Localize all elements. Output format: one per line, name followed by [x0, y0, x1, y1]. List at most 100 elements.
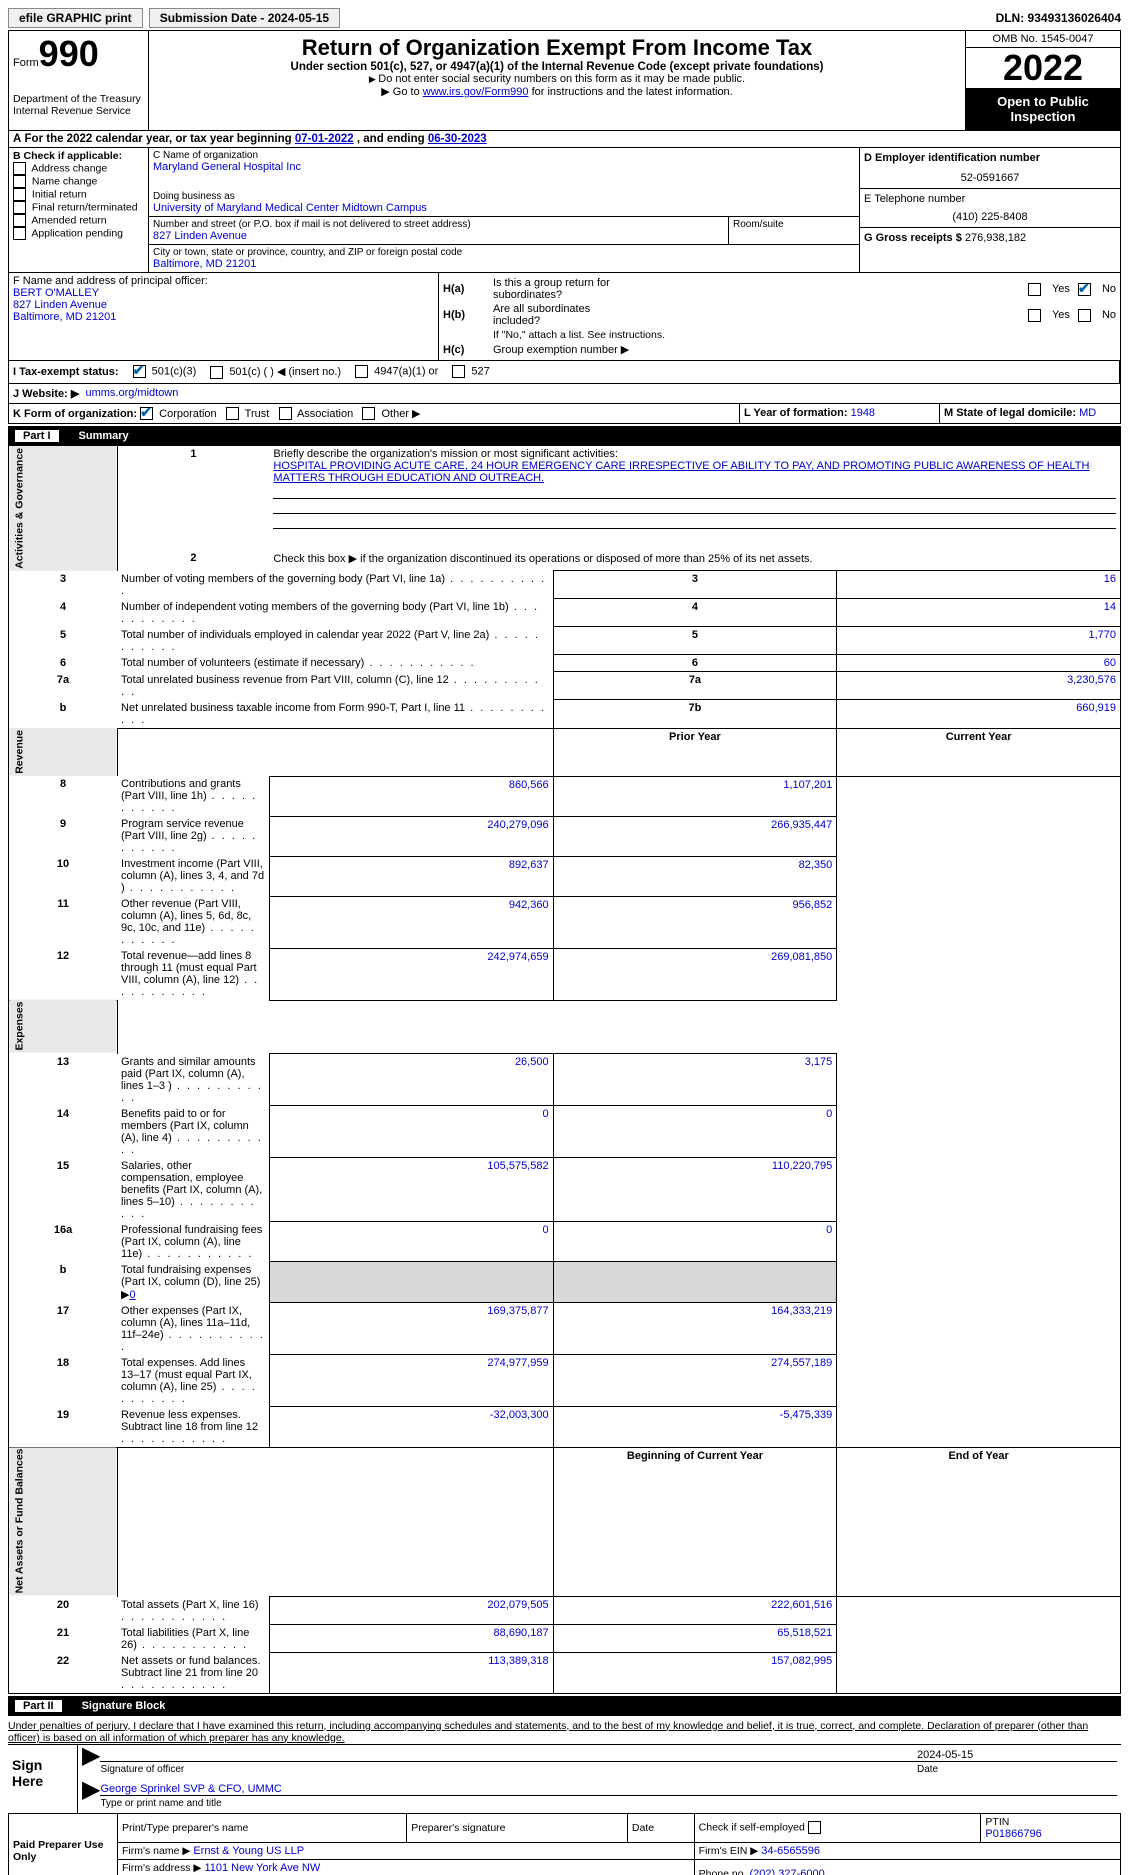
row-current: 0: [553, 1222, 837, 1262]
i-opt3: 4947(a)(1) or: [355, 365, 438, 378]
row-current: 3,175: [553, 1054, 837, 1106]
phone-value2: (202) 327-6000: [749, 1868, 824, 1875]
k-opts: Corporation Trust Association Other ▶: [140, 408, 427, 420]
row-num: b: [9, 700, 118, 729]
d-box: D Employer identification number 52-0591…: [860, 148, 1120, 189]
501c-checkbox[interactable]: [210, 366, 223, 379]
form-word: Form: [13, 57, 39, 69]
row-end: 65,518,521: [553, 1625, 837, 1653]
blank-line-2: [273, 499, 1116, 514]
row-text: Net unrelated business taxable income fr…: [117, 700, 553, 729]
top-center: Return of Organization Exempt From Incom…: [149, 31, 965, 130]
website-link[interactable]: umms.org/midtown: [85, 387, 178, 399]
city-label: City or town, state or province, country…: [153, 247, 855, 258]
h-box: H(a) Is this a group return forsubordina…: [439, 273, 1120, 360]
prep-h2: Preparer's signature: [407, 1813, 628, 1842]
officer-addr2: Baltimore, MD 21201: [13, 311, 434, 323]
ptin-cell: PTINP01866796: [981, 1813, 1121, 1842]
row-current: 82,350: [553, 856, 837, 896]
row-num: 14: [9, 1106, 118, 1158]
sign-here-label: Sign Here: [8, 1745, 78, 1813]
row-text: Program service revenue (Part VIII, line…: [117, 816, 269, 856]
row-val: 660,919: [837, 700, 1121, 729]
line1-num: 1: [117, 446, 269, 549]
form-number: 990: [39, 33, 99, 74]
no-label2: No: [1102, 309, 1116, 322]
efile-button[interactable]: efile GRAPHIC print: [8, 8, 143, 28]
f-box: F Name and address of principal officer:…: [9, 273, 439, 360]
section-c: C Name of organization Maryland General …: [149, 148, 860, 272]
row-current: 1,107,201: [553, 776, 837, 816]
irs-link[interactable]: www.irs.gov/Form990: [423, 86, 529, 98]
hb-text: Are all subordinatesincluded?: [493, 303, 1028, 327]
row-text: Grants and similar amounts paid (Part IX…: [117, 1054, 269, 1106]
l2t: Check this box ▶ if the organization dis…: [273, 553, 812, 565]
l-value: 1948: [851, 407, 875, 419]
row-num: 15: [9, 1158, 118, 1222]
city-box: City or town, state or province, country…: [149, 245, 859, 272]
b-checkbox[interactable]: [13, 162, 26, 175]
row-prior: 240,279,096: [269, 816, 553, 856]
section-bcd: B Check if applicable: Address change Na…: [8, 148, 1121, 273]
row-prior: 169,375,877: [269, 1303, 553, 1355]
k-checkbox[interactable]: [362, 407, 375, 420]
b-checkbox[interactable]: [13, 175, 26, 188]
addr2: Washington, DC 20005: [212, 1874, 325, 1875]
501c3-checkbox[interactable]: [133, 365, 146, 378]
omb-text: OMB No. 1545-0047: [966, 31, 1120, 48]
hb-yes-checkbox[interactable]: [1028, 309, 1041, 322]
row-val: 14: [837, 599, 1121, 627]
part2-header: Part II Signature Block: [8, 1696, 1121, 1716]
row-text: Net assets or fund balances. Subtract li…: [117, 1653, 269, 1694]
sig-line: 2024-05-15: [100, 1749, 1117, 1762]
ha-no-checkbox[interactable]: [1078, 283, 1091, 296]
dln-text: DLN: 93493136026404: [996, 11, 1121, 25]
row-text: Revenue less expenses. Subtract line 18 …: [117, 1407, 269, 1448]
row-current: 164,333,219: [553, 1303, 837, 1355]
a-end: 06-30-2023: [428, 133, 487, 145]
4947-checkbox[interactable]: [355, 365, 368, 378]
hb-no-checkbox[interactable]: [1078, 309, 1091, 322]
no-label: No: [1102, 283, 1116, 296]
row-text: Professional fundraising fees (Part IX, …: [117, 1222, 269, 1262]
k-checkbox[interactable]: [226, 407, 239, 420]
sign-date: 2024-05-15: [917, 1749, 1117, 1761]
prior-year-header: Prior Year: [553, 728, 837, 776]
section-i: I Tax-exempt status: 501(c)(3) 501(c) ( …: [8, 361, 1121, 384]
b-checkbox[interactable]: [13, 201, 26, 214]
submission-button[interactable]: Submission Date - 2024-05-15: [149, 8, 340, 28]
row-prior: 0: [269, 1106, 553, 1158]
rev-hdr-spacer: [269, 728, 553, 776]
b-checkbox[interactable]: [13, 227, 26, 240]
k-checkbox[interactable]: [279, 407, 292, 420]
irs-text: Internal Revenue Service: [13, 105, 144, 117]
k-checkbox[interactable]: [140, 407, 153, 420]
row-end: 222,601,516: [553, 1597, 837, 1625]
g-box: G Gross receipts $ 276,938,182: [860, 228, 1120, 248]
row-num: 9: [9, 816, 118, 856]
row-current: 956,852: [553, 896, 837, 948]
sign-arrow-1: ▶: [82, 1749, 100, 1775]
ha-t2: subordinates?: [493, 289, 562, 301]
b-item: Application pending: [13, 227, 144, 240]
instruction-2: ▶ Go to www.irs.gov/Form990 for instruct…: [153, 85, 961, 98]
row-text: Investment income (Part VIII, column (A)…: [117, 856, 269, 896]
row-prior: 942,360: [269, 896, 553, 948]
527-checkbox[interactable]: [452, 365, 465, 378]
yes-label2: Yes: [1052, 309, 1070, 322]
row-text: Total expenses. Add lines 13–17 (must eq…: [117, 1355, 269, 1407]
sign-here-row: Sign Here ▶ 2024-05-15 Signature of offi…: [8, 1744, 1121, 1813]
b-checkbox[interactable]: [13, 214, 26, 227]
ha-yes-checkbox[interactable]: [1028, 283, 1041, 296]
name-label: Type or print name and title: [100, 1798, 1117, 1809]
hb-t1: Are all subordinates: [493, 303, 590, 315]
self-employed-checkbox[interactable]: [808, 1821, 821, 1834]
row-num: 17: [9, 1303, 118, 1355]
officer-name: BERT O'MALLEY: [13, 287, 434, 299]
row-current-gray: [553, 1262, 837, 1303]
row-num: 5: [9, 627, 118, 655]
row-num: 8: [9, 776, 118, 816]
side-activities: Activities & Governance: [9, 446, 118, 571]
b-checkbox[interactable]: [13, 188, 26, 201]
check-label: Check if self-employed: [699, 1821, 805, 1833]
